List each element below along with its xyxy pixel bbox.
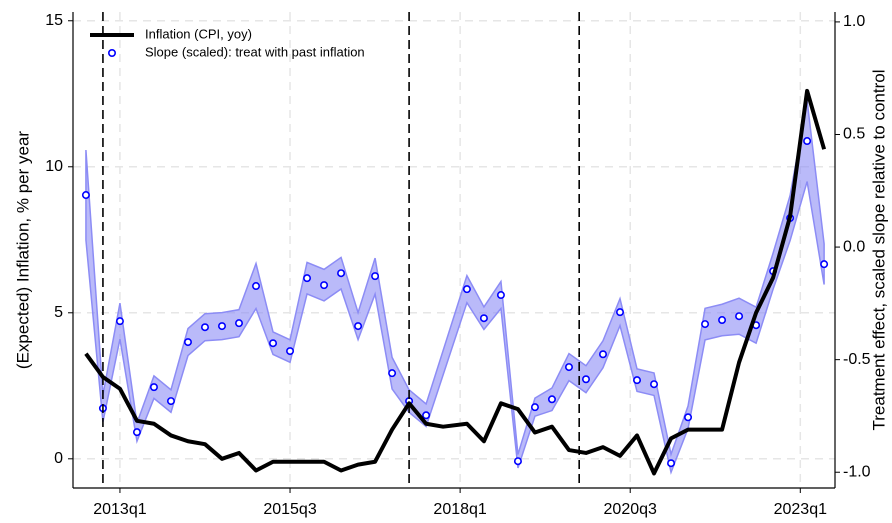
x-tick-label: 2018q1 xyxy=(433,501,486,518)
x-tick-label: 2020q3 xyxy=(604,501,657,518)
slope-point xyxy=(820,260,829,269)
legend-marker xyxy=(108,48,117,57)
slope-point xyxy=(132,428,141,437)
y2-tick-label: -1.0 xyxy=(843,463,871,480)
slope-point xyxy=(547,395,556,404)
y2-tick-label: 0.5 xyxy=(843,126,865,143)
slope-point xyxy=(115,317,124,326)
slope-point xyxy=(462,285,471,294)
y2-axis-title: Treatment effect, scaled slope relative … xyxy=(869,70,888,431)
slope-point xyxy=(166,397,175,406)
legend-label: Inflation (CPI, yoy) xyxy=(145,26,252,41)
slope-point xyxy=(581,375,590,384)
x-tick-label: 2013q1 xyxy=(93,501,146,518)
slope-point xyxy=(718,316,727,325)
slope-point xyxy=(479,314,488,323)
slope-point xyxy=(564,363,573,372)
x-tick-label: 2015q3 xyxy=(263,501,316,518)
y-tick-label: 15 xyxy=(45,12,63,29)
x-tick-label: 2023q1 xyxy=(774,501,827,518)
legend-label: Slope (scaled): treat with past inflatio… xyxy=(145,44,365,59)
slope-point xyxy=(337,269,346,278)
slope-point xyxy=(616,308,625,317)
slope-point xyxy=(81,191,90,200)
slope-point xyxy=(269,339,278,348)
slope-point xyxy=(513,457,522,466)
y2-tick-label: -0.5 xyxy=(843,351,871,368)
slope-point xyxy=(735,312,744,321)
slope-point xyxy=(803,137,812,146)
inflation-line xyxy=(84,88,827,476)
slope-point xyxy=(667,459,676,468)
y-tick-label: 5 xyxy=(54,304,63,321)
slope-point xyxy=(598,350,607,359)
y2-tick-label: 1.0 xyxy=(843,13,865,30)
slope-point xyxy=(354,322,363,331)
slope-point xyxy=(422,411,431,420)
slope-point xyxy=(371,272,380,281)
y-axis-title: (Expected) Inflation, % per year xyxy=(13,131,32,369)
slope-point xyxy=(217,322,226,331)
slope-point xyxy=(235,319,244,328)
slope-point xyxy=(633,376,642,385)
y-tick-label: 0 xyxy=(54,450,63,467)
slope-point xyxy=(388,369,397,378)
slope-point xyxy=(530,403,539,412)
slope-point xyxy=(320,281,329,290)
slope-point xyxy=(200,323,209,332)
slope-point xyxy=(684,413,693,422)
slope-point xyxy=(286,347,295,356)
slope-point xyxy=(183,338,192,347)
slope-point xyxy=(496,291,505,300)
y-tick-label: 10 xyxy=(45,158,63,175)
slope-point xyxy=(252,282,261,291)
confidence-band xyxy=(85,100,825,475)
slope-point xyxy=(701,320,710,329)
slope-point xyxy=(149,383,158,392)
slope-point xyxy=(303,274,312,283)
y2-tick-label: 0.0 xyxy=(843,238,865,255)
slope-point xyxy=(650,380,659,389)
